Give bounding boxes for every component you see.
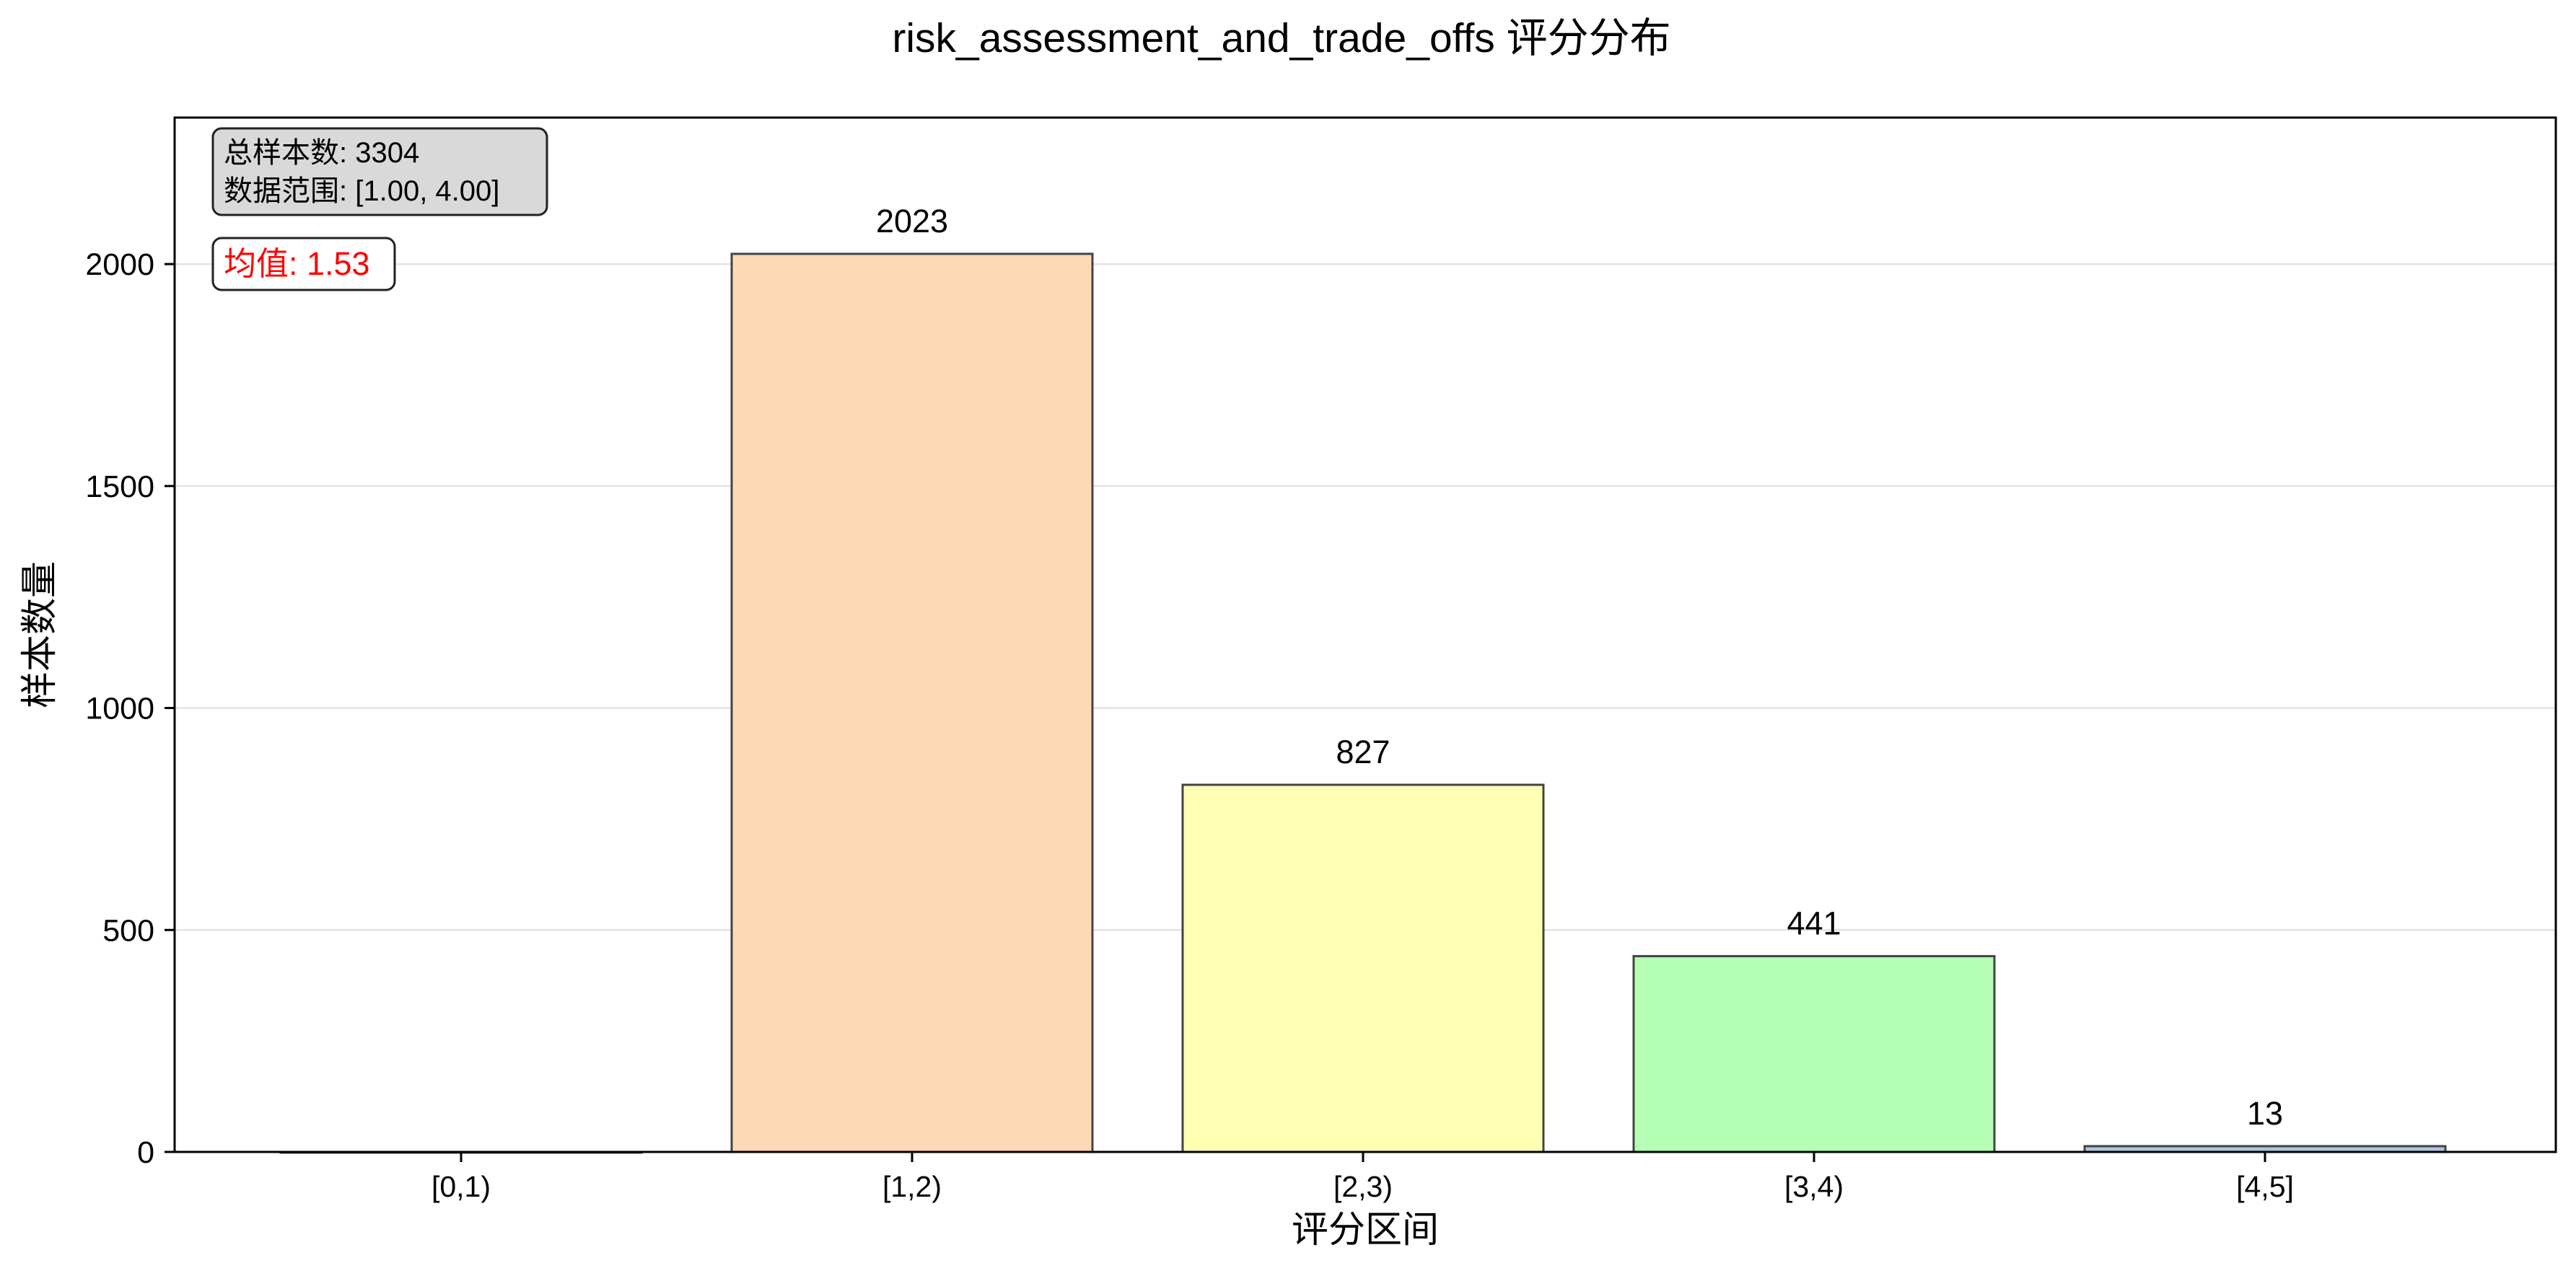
info-box-frame bbox=[211, 127, 548, 216]
bar bbox=[1632, 955, 1996, 1153]
chart-title: risk_assessment_and_trade_offs 评分分布 bbox=[892, 15, 1670, 61]
y-axis-label: 样本数量 bbox=[19, 561, 60, 708]
total-samples-label: 总样本数: 3304 bbox=[224, 137, 419, 169]
bar-data-label: 2023 bbox=[876, 203, 948, 239]
bar-data-label: 441 bbox=[1787, 905, 1841, 942]
x-tick-label: [1,2) bbox=[882, 1170, 942, 1203]
x-ticks: [0,1) [1,2) [2,3) [3,4) [4,5] bbox=[431, 1152, 2294, 1203]
x-axis-label: 评分区间 bbox=[1292, 1209, 1439, 1250]
y-tick-label: 1500 bbox=[85, 470, 154, 504]
mean-box-frame bbox=[211, 237, 396, 291]
y-tick-label: 0 bbox=[137, 1135, 154, 1170]
y-ticks: 0 500 1000 1500 2000 bbox=[85, 247, 175, 1170]
data-range-label: 数据范围: [1.00, 4.00] bbox=[224, 175, 499, 207]
y-tick-label: 1000 bbox=[85, 692, 154, 726]
bar-labels: 2023 827 441 13 bbox=[876, 203, 2283, 1132]
info-box: 总样本数: 3304 数据范围: [1.00, 4.00] bbox=[211, 127, 548, 216]
plot-frame bbox=[173, 116, 2557, 1153]
x-tick-label: [0,1) bbox=[431, 1170, 491, 1203]
bars bbox=[279, 252, 2447, 1154]
bar-data-label: 13 bbox=[2247, 1095, 2283, 1132]
bar bbox=[1181, 783, 1545, 1153]
bar bbox=[730, 252, 1094, 1153]
x-tick-label: [3,4) bbox=[1784, 1170, 1844, 1203]
x-tick-label: [4,5] bbox=[2236, 1170, 2294, 1203]
x-tick-label: [2,3) bbox=[1333, 1170, 1393, 1203]
mean-box: 均值: 1.53 bbox=[211, 237, 396, 291]
y-tick-label: 500 bbox=[102, 913, 154, 948]
mean-label: 均值: 1.53 bbox=[224, 245, 370, 282]
y-tick-label: 2000 bbox=[85, 247, 154, 282]
bar-data-label: 827 bbox=[1336, 734, 1390, 770]
